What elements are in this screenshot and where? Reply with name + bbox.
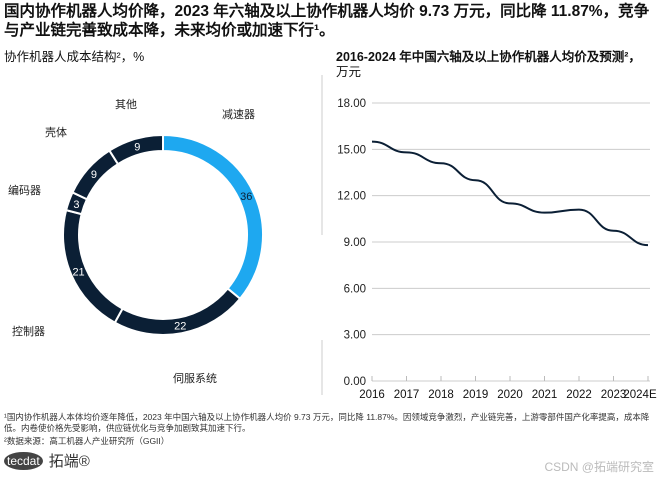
slice-value: 3 <box>73 199 79 211</box>
logo: tecdat 拓端® <box>4 450 90 471</box>
page-title: 国内协作机器人均价降，2023 年六轴及以上协作机器人均价 9.73 万元，同比… <box>4 3 650 39</box>
y-tick-label: 15.00 <box>337 144 366 156</box>
y-tick-label: 0.00 <box>344 376 366 388</box>
x-tick-label: 2023 <box>601 389 627 401</box>
y-tick-label: 9.00 <box>344 237 366 249</box>
y-tick-label: 6.00 <box>344 283 366 295</box>
x-tick-label: 2022 <box>566 389 592 401</box>
slice-label: 伺服系统 <box>173 372 217 385</box>
donut-title: 协作机器人成本结构²，% <box>4 50 145 64</box>
line-title: 2016-2024 年中国六轴及以上协作机器人均价及预测²， 万元 <box>336 50 641 80</box>
slice-value: 9 <box>134 142 140 154</box>
slice-label: 壳体 <box>45 125 67 139</box>
x-tick-label: 2021 <box>532 389 558 401</box>
y-tick-label: 3.00 <box>344 330 366 342</box>
logo-brand: tecdat <box>4 451 43 470</box>
line-ylabel: 万元 <box>336 65 362 79</box>
x-tick-label: 2018 <box>428 389 454 401</box>
donut-slice <box>108 133 164 166</box>
slice-label: 编码器 <box>8 183 41 197</box>
watermark: CSDN @拓端研究室 <box>544 460 654 474</box>
footnote-1: ¹国内协作机器人本体均价逐年降低，2023 年中国六轴及以上协作机器人均价 9.… <box>4 412 650 433</box>
slice-label: 减速器 <box>222 108 255 121</box>
x-tick-label: 2020 <box>497 389 523 401</box>
y-tick-label: 18.00 <box>337 98 366 110</box>
x-tick-label: 2016 <box>359 389 385 401</box>
price-line <box>371 140 649 247</box>
slice-value: 21 <box>72 267 84 279</box>
x-tick-label: 2017 <box>394 389 420 401</box>
slice-value: 36 <box>240 191 252 203</box>
line-title-text: 2016-2024 年中国六轴及以上协作机器人均价及预测²， <box>336 50 641 64</box>
footnote-2: ²数据来源：高工机器人产业研究所（GGII） <box>4 436 170 446</box>
x-tick-label: 2024E <box>623 389 657 401</box>
x-tick-label: 2019 <box>463 389 489 401</box>
slice-label: 控制器 <box>12 324 45 338</box>
y-tick-label: 12.00 <box>337 191 366 203</box>
slice-value: 22 <box>174 320 186 332</box>
slice-label: 其他 <box>115 98 137 111</box>
slice-value: 9 <box>91 169 97 181</box>
donut-slice <box>162 133 264 301</box>
logo-name: 拓端® <box>48 453 90 470</box>
